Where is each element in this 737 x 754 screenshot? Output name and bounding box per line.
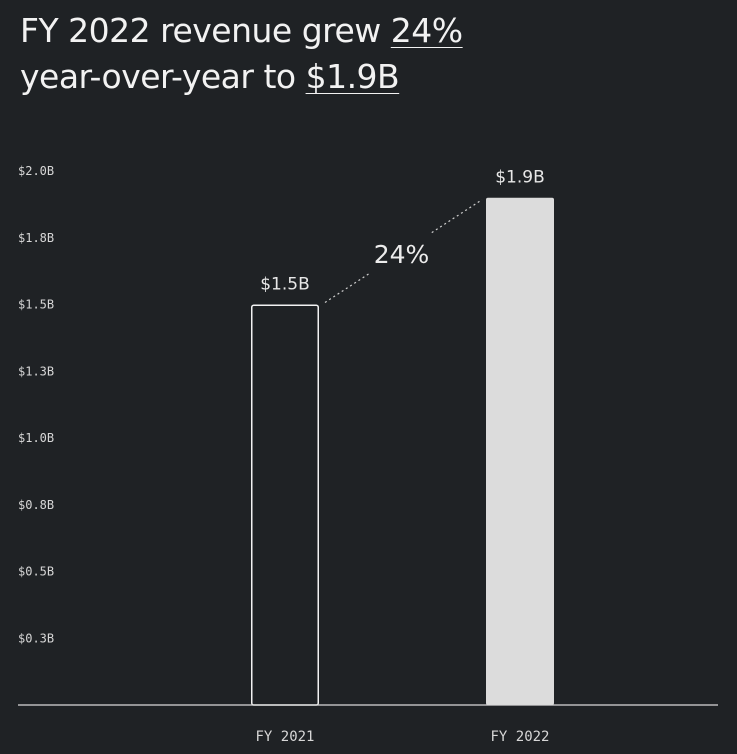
bar-value-label: $1.9B xyxy=(495,168,545,188)
headline-growth-highlight: 24% xyxy=(390,11,463,50)
headline-text-1: FY 2022 revenue grew xyxy=(20,11,391,50)
growth-annotation-group: 24% xyxy=(324,199,483,304)
headline-revenue-highlight: $1.9B xyxy=(305,57,400,96)
bar-fy-2022 xyxy=(486,197,554,705)
headline: FY 2022 revenue grew 24% year-over-year … xyxy=(20,8,720,100)
y-axis-ticks: $2.0B $1.8B $1.5B $1.3B $1.0B $0.8B $0.5B $0.3B xyxy=(18,164,54,645)
growth-connector-upper xyxy=(431,199,483,234)
y-tick-label: $2.0B xyxy=(18,164,54,178)
y-tick-label: $0.5B xyxy=(18,565,54,579)
y-tick-label: $0.8B xyxy=(18,498,54,512)
growth-connector-lower xyxy=(324,273,370,304)
x-axis-ticks: FY 2021 FY 2022 xyxy=(255,729,549,745)
y-tick-label: $1.3B xyxy=(18,364,54,378)
y-tick-label: $1.5B xyxy=(18,298,54,312)
headline-text-2: year-over-year to xyxy=(20,57,306,96)
bar-fy-2021 xyxy=(251,304,319,706)
y-tick-label: $1.0B xyxy=(18,431,54,445)
x-tick-label: FY 2022 xyxy=(490,729,549,745)
y-tick-label: $1.8B xyxy=(18,231,54,245)
bar-value-label: $1.5B xyxy=(260,275,310,295)
y-tick-label: $0.3B xyxy=(18,631,54,645)
bars: $1.5B $1.9B xyxy=(251,168,554,706)
growth-percent-label: 24% xyxy=(374,240,430,269)
x-tick-label: FY 2021 xyxy=(255,729,314,745)
